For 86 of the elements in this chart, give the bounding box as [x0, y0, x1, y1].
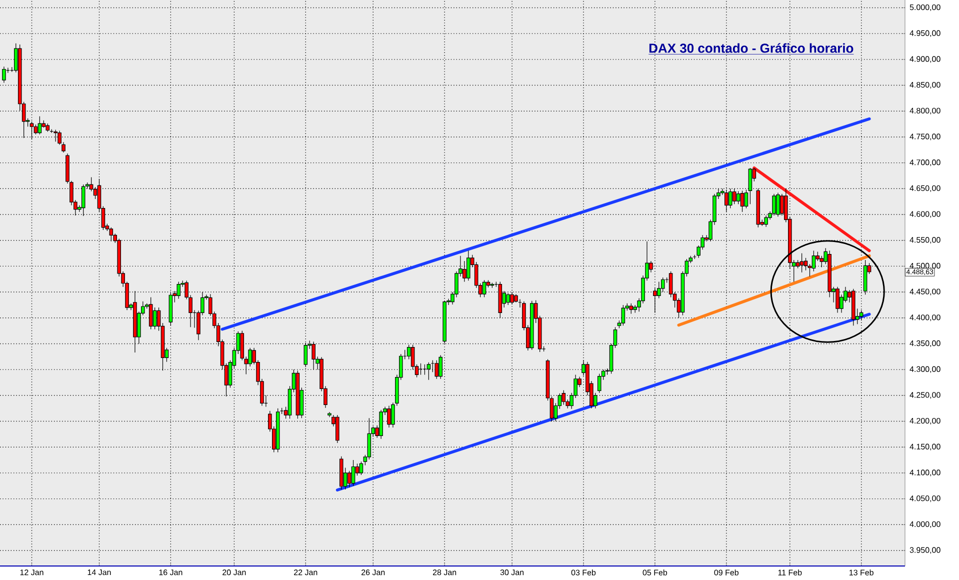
candlestick: [780, 194, 784, 216]
candlestick: [732, 188, 736, 204]
candlestick: [34, 124, 38, 135]
candlestick: [347, 470, 352, 488]
x-tick-label: 20 Jan: [222, 570, 246, 576]
candlestick: [304, 342, 308, 368]
candlestick: [629, 303, 634, 314]
candlestick: [812, 250, 816, 272]
y-tick-label: 4.100,00: [910, 470, 940, 476]
candlestick: [653, 288, 657, 314]
candlestick: [466, 250, 470, 281]
candlestick: [89, 176, 94, 192]
x-tick-label: 30 Jan: [500, 570, 524, 576]
candlestick: [800, 252, 804, 273]
x-tick-label: 28 Jan: [432, 570, 456, 576]
x-tick-label: 16 Jan: [159, 570, 182, 576]
candlestick: [744, 189, 748, 209]
candlestick: [54, 129, 58, 142]
y-tick-label: 4.800,00: [910, 108, 940, 114]
candlestick: [740, 190, 744, 212]
candlestick: [38, 116, 42, 135]
candlestick: [562, 390, 566, 406]
candlestick: [152, 307, 157, 330]
candlestick: [422, 364, 427, 376]
y-tick-label: 4.300,00: [910, 366, 940, 373]
candlestick: [660, 277, 665, 292]
y-tick-label: 4.550,00: [910, 237, 940, 244]
candlestick: [621, 304, 626, 326]
candlestick: [772, 194, 776, 216]
y-tick-label: 4.350,00: [910, 340, 940, 348]
candlestick: [81, 184, 86, 216]
y-tick-label: 4.400,00: [910, 314, 940, 322]
candlestick: [506, 292, 510, 306]
candlestick: [728, 188, 732, 209]
x-tick-label: 09 Feb: [714, 570, 738, 576]
candlestick: [510, 292, 514, 305]
x-tick-label: 03 Feb: [571, 570, 596, 576]
x-tick-label: 26 Jan: [362, 570, 385, 576]
candlestick: [820, 256, 824, 268]
candlestick: [148, 296, 153, 330]
candlestick: [668, 271, 673, 298]
candlestick: [597, 373, 602, 394]
y-tick-label: 4.700,00: [910, 160, 940, 166]
candlestick: [764, 215, 768, 228]
x-tick-label: 22 Jan: [294, 570, 318, 576]
candlestick: [418, 363, 423, 376]
candlestick: [312, 341, 316, 370]
candlestick: [109, 227, 114, 242]
y-tick-label: 4.150,00: [910, 444, 940, 450]
x-tick-label: 13 Feb: [850, 570, 874, 576]
y-tick-label: 4.450,00: [910, 288, 940, 296]
candlestick: [482, 280, 486, 298]
candlestick: [804, 258, 808, 271]
y-tick-label: 4.000,00: [910, 521, 940, 528]
y-tick-label: 5.000,00: [910, 4, 940, 12]
candlestick: [176, 281, 181, 300]
y-tick-label: 4.050,00: [910, 495, 940, 502]
x-tick-label: 11 Feb: [778, 570, 802, 576]
candlestick: [776, 192, 780, 217]
x-tick-label: 05 Feb: [642, 570, 668, 576]
y-tick-label: 3.950,00: [910, 547, 940, 554]
y-tick-label: 4.900,00: [910, 56, 940, 63]
y-tick-label: 4.250,00: [910, 392, 940, 399]
candlestick: [379, 410, 383, 440]
x-tick-label: 12 Jan: [20, 570, 44, 576]
candlestick: [426, 362, 431, 380]
y-tick-label: 4.850,00: [910, 82, 940, 89]
candlestick: [438, 354, 442, 380]
candlestick: [387, 405, 391, 428]
y-tick-label: 4.600,00: [910, 211, 940, 218]
candlestick: [434, 360, 439, 380]
candlestick: [724, 189, 728, 212]
candlestick: [2, 66, 6, 83]
y-tick-label: 4.200,00: [910, 418, 940, 425]
candlestick: [336, 414, 340, 444]
text: DAX 30 contado - Gráfico horario: [649, 43, 854, 53]
x-tick-label: 14 Jan: [88, 570, 111, 576]
y-tick-label: 4.950,00: [910, 30, 940, 37]
candlestick: [748, 168, 752, 204]
candlestick: [836, 286, 840, 314]
y-tick-label: 4.500,00: [910, 262, 940, 270]
candlestick: [736, 190, 740, 204]
candlestick: [351, 460, 356, 486]
y-tick-label: 4.750,00: [910, 134, 940, 140]
y-tick-label: 4.650,00: [910, 185, 940, 192]
candlestick: [359, 461, 364, 476]
